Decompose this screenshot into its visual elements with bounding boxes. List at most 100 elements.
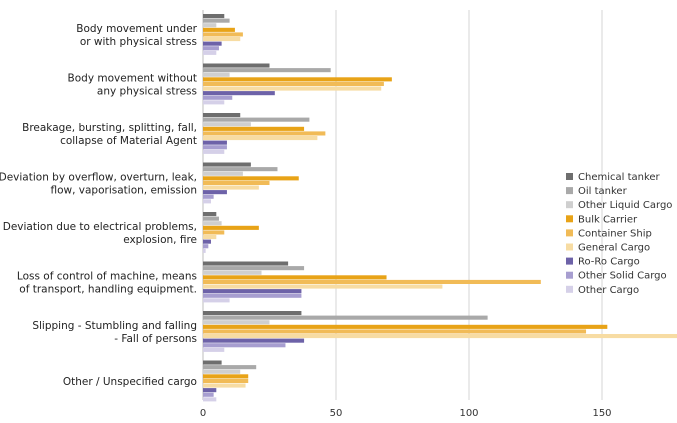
bar [203, 176, 299, 181]
bar [203, 225, 259, 230]
bar [203, 162, 251, 167]
bar [203, 37, 241, 42]
category-labels: Body movement under or with physical stre… [0, 23, 198, 388]
category-label: Deviation due to electrical problems, exp… [3, 221, 197, 246]
bar [203, 275, 387, 280]
bar [203, 360, 222, 365]
bar [203, 329, 587, 334]
bar [203, 131, 326, 136]
bar [203, 86, 382, 91]
legend: Chemical tanker Oil tanker Other Liquid Ca… [566, 172, 672, 296]
bar [203, 72, 230, 77]
legend-swatch [566, 215, 573, 223]
bar [203, 171, 243, 176]
x-tick-label: 50 [330, 408, 343, 419]
bar [203, 14, 225, 19]
legend-swatch [566, 285, 573, 293]
legend-swatch [566, 257, 573, 265]
bar [203, 18, 230, 23]
bar [203, 212, 217, 217]
legend-swatch [566, 173, 573, 180]
bar [203, 369, 241, 374]
category-label: Breakage, bursting, splitting, fall, coll… [22, 122, 197, 147]
category-label: Slipping - Stumbling and falling - Fall o… [32, 320, 197, 345]
bar [203, 216, 219, 221]
legend-label: Bulk Carrier [578, 214, 638, 225]
bar [203, 289, 302, 294]
bar [203, 91, 275, 96]
x-tick-label: 0 [200, 408, 206, 419]
bar [203, 113, 241, 118]
bar [203, 334, 677, 339]
bar [203, 284, 443, 289]
legend-label: General Cargo [578, 243, 650, 254]
bar [203, 32, 243, 37]
bar [203, 199, 211, 204]
legend-swatch [566, 271, 573, 279]
bar [203, 41, 222, 46]
category-label: Body movement under or with physical stre… [76, 23, 197, 48]
category-label: Other / Unspecified cargo [63, 376, 197, 388]
bar [203, 145, 227, 150]
bar [203, 167, 278, 172]
legend-swatch [566, 243, 573, 251]
bar [203, 77, 392, 82]
legend-label: Other Liquid Cargo [578, 200, 672, 211]
bar [203, 378, 249, 383]
legend-label: Oil tanker [578, 186, 628, 197]
bar [203, 320, 270, 325]
bar [203, 122, 251, 127]
legend-label: Container Ship [578, 228, 652, 239]
bar [203, 185, 259, 190]
bar [203, 235, 217, 240]
bar [203, 266, 305, 271]
legend-swatch [566, 201, 573, 209]
bar [203, 27, 235, 32]
bar [203, 117, 310, 122]
bar [203, 100, 225, 105]
bar [203, 63, 270, 68]
category-label: Body movement without any physical stress [68, 73, 197, 98]
bar [203, 126, 305, 131]
bar [203, 347, 225, 352]
category-label: Loss of control of machine, means of tran… [17, 271, 197, 296]
bar [203, 95, 233, 100]
bar [203, 397, 217, 402]
bar [203, 270, 262, 275]
x-axis-ticks: 050100150200250 [200, 408, 612, 419]
bar [203, 388, 217, 393]
legend-label: Ro-Ro Cargo [578, 257, 640, 268]
bar [203, 68, 331, 73]
bar [203, 230, 225, 235]
bar [203, 261, 289, 266]
bar [203, 365, 257, 370]
bar [203, 244, 209, 249]
bar [203, 23, 217, 28]
legend-label: Chemical tanker [578, 172, 661, 183]
bar [203, 311, 302, 316]
bar [203, 279, 541, 284]
bar [203, 383, 246, 388]
bar [203, 136, 318, 141]
x-tick-label: 100 [459, 408, 478, 419]
bar [203, 50, 217, 55]
bar [203, 81, 384, 86]
bar [203, 392, 214, 397]
legend-label: Other Solid Cargo [578, 271, 667, 282]
legend-label: Other Cargo [578, 285, 639, 296]
bar [203, 140, 227, 145]
bar [203, 239, 211, 244]
bar [203, 343, 286, 348]
legend-swatch [566, 229, 573, 237]
bar [203, 248, 206, 253]
bar [203, 315, 488, 320]
bar [203, 338, 305, 343]
bar [203, 324, 608, 329]
bar [203, 221, 222, 226]
bar [203, 46, 219, 51]
legend-swatch [566, 187, 573, 195]
bar [203, 298, 230, 303]
bar [203, 293, 302, 298]
category-label: Deviation by overflow, overturn, leak, fl… [0, 172, 197, 197]
